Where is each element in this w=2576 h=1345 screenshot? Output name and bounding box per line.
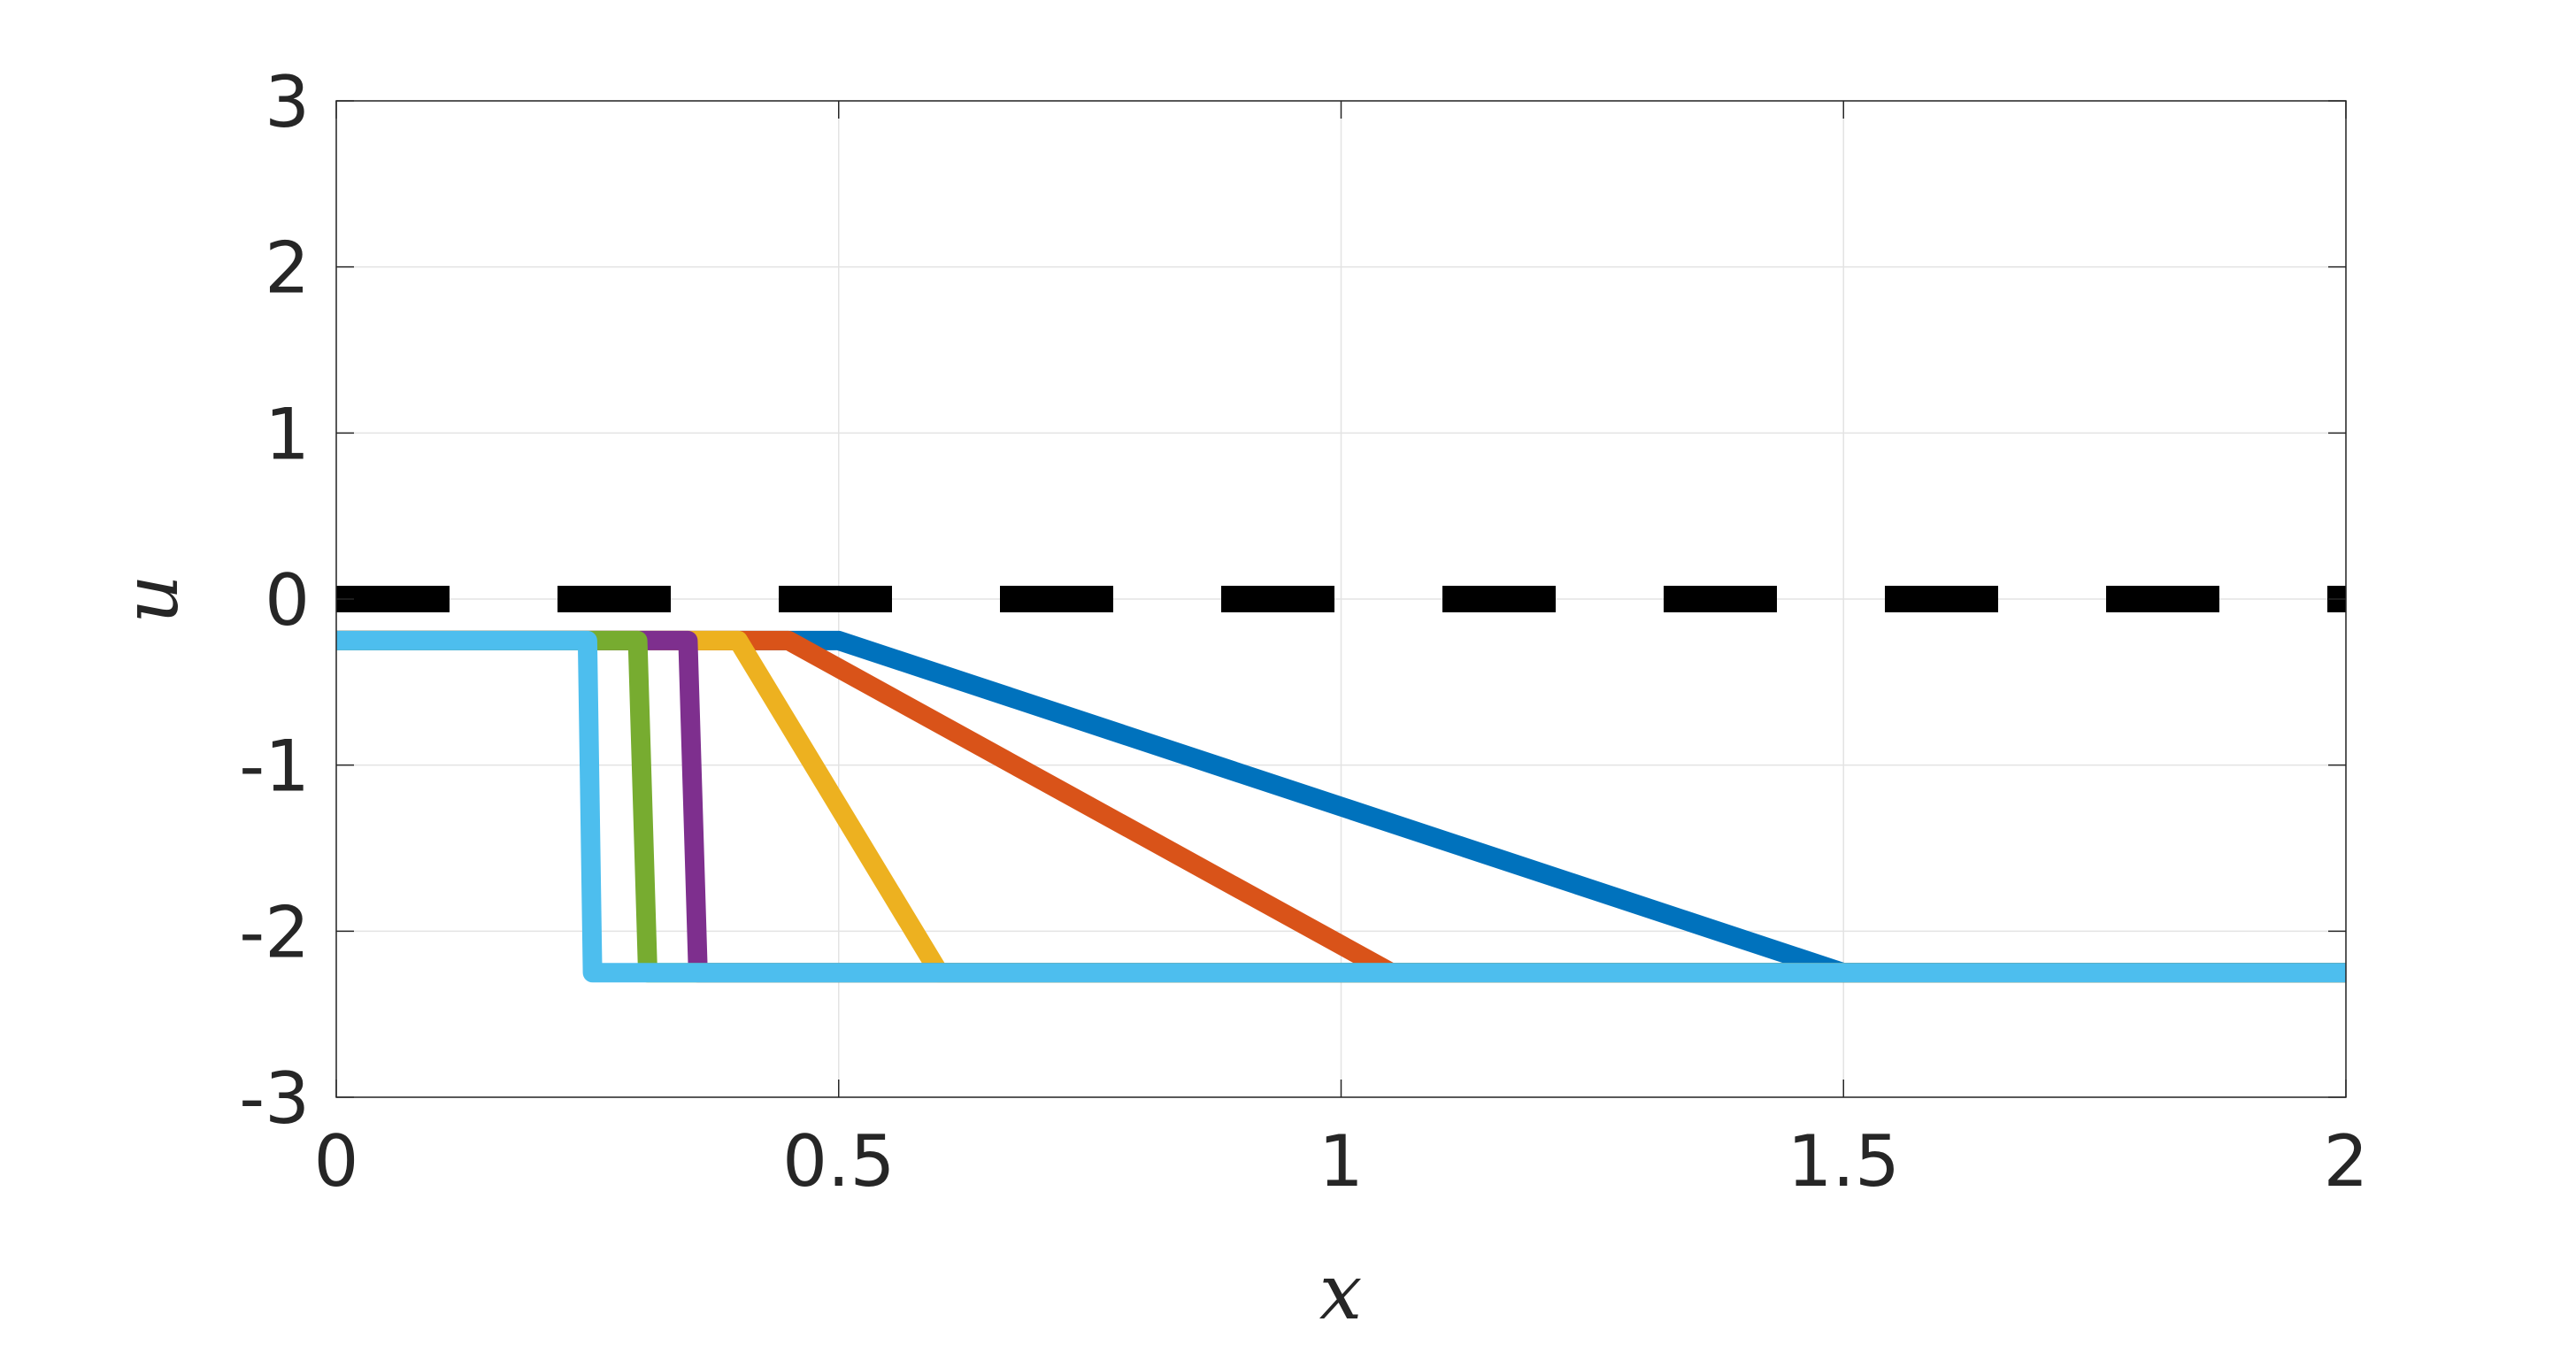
series-layer <box>336 586 2346 983</box>
y-tick-label: -1 <box>239 726 310 808</box>
series-line-6 <box>336 630 2346 983</box>
y-axis-label: u <box>107 574 196 623</box>
y-tick-label: 2 <box>265 227 310 310</box>
y-tick-label: 3 <box>265 61 310 143</box>
x-tick-label: 2 <box>2324 1120 2369 1203</box>
y-tick-label: -3 <box>239 1057 310 1140</box>
x-tick-label: 1.5 <box>1788 1120 1900 1203</box>
x-tick-label: 1 <box>1319 1120 1364 1203</box>
x-tick-label: 0.5 <box>782 1120 895 1203</box>
ticks <box>335 100 2347 1098</box>
tick-labels: 0 0.5 1 1.5 2 -3 -2 -1 0 1 2 3 <box>239 61 2368 1203</box>
y-tick-label: 0 <box>265 559 310 642</box>
x-axis-label: x <box>1319 1249 1363 1337</box>
y-tick-label: 1 <box>265 393 310 475</box>
grid <box>335 100 2347 1098</box>
y-tick-label: -2 <box>239 891 310 973</box>
x-tick-label: 0 <box>314 1120 359 1203</box>
